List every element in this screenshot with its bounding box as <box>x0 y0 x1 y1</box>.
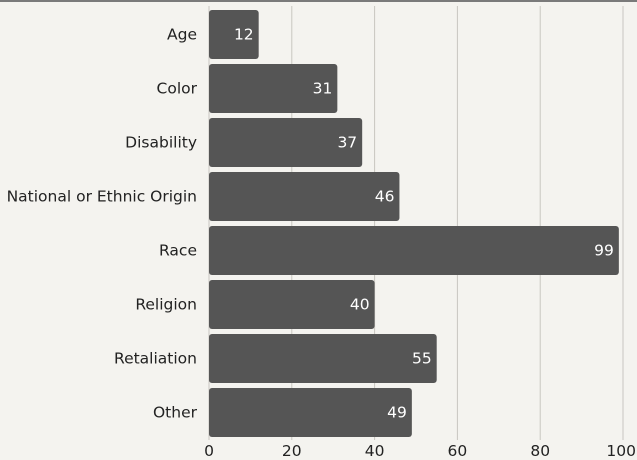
data-label: 46 <box>375 188 395 206</box>
category-label: Retaliation <box>114 350 197 368</box>
data-label: 99 <box>594 242 614 260</box>
data-label: 49 <box>387 404 407 422</box>
top-rule <box>0 0 637 2</box>
category-label: National or Ethnic Origin <box>7 188 197 206</box>
category-labels: Age Color Disability National or Ethnic Ori… <box>7 26 198 422</box>
x-tick-label: 40 <box>365 442 385 460</box>
bar-retaliation[interactable] <box>209 334 437 383</box>
x-tick-labels: 0 20 40 60 80 100 <box>204 442 636 460</box>
category-label: Race <box>159 242 197 260</box>
bar-religion[interactable] <box>209 280 375 329</box>
x-tick-label: 0 <box>204 442 214 460</box>
category-label: Color <box>157 80 198 98</box>
category-label: Age <box>167 26 197 44</box>
bars: 12 31 37 46 99 40 55 49 <box>209 10 619 437</box>
data-label: 55 <box>412 350 432 368</box>
category-label: Disability <box>125 134 197 152</box>
bar-age[interactable] <box>209 10 259 59</box>
data-label: 37 <box>337 134 357 152</box>
bar-disability[interactable] <box>209 118 363 167</box>
category-label: Other <box>153 404 198 422</box>
category-label: Religion <box>135 296 197 314</box>
bar-other[interactable] <box>209 388 412 437</box>
x-tick-label: 80 <box>530 442 550 460</box>
bar-race[interactable] <box>209 226 619 275</box>
data-label: 40 <box>350 296 370 314</box>
data-label: 31 <box>313 80 333 98</box>
x-tick-label: 60 <box>448 442 468 460</box>
data-label: 12 <box>234 26 254 44</box>
x-tick-label: 100 <box>606 442 636 460</box>
bar-color[interactable] <box>209 64 338 113</box>
bar-national-or-ethnic-origin[interactable] <box>209 172 400 221</box>
x-tick-label: 20 <box>282 442 302 460</box>
